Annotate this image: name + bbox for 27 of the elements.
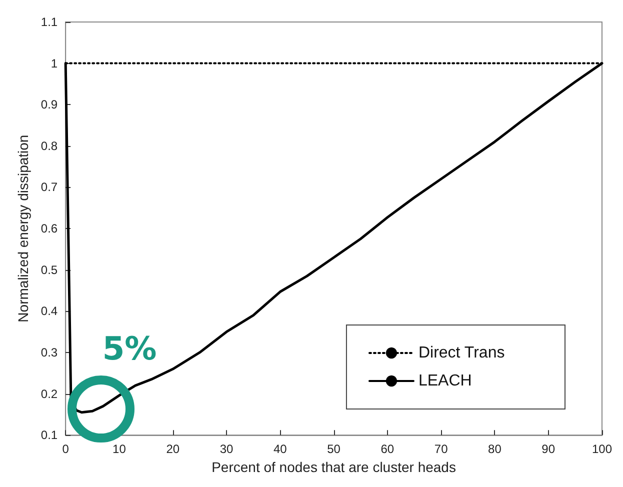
x-axis-title: Percent of nodes that are cluster heads bbox=[212, 459, 456, 475]
annotation: 5% bbox=[102, 329, 157, 368]
x-tick-label: 50 bbox=[327, 442, 341, 456]
legend-label: LEACH bbox=[418, 372, 472, 390]
x-tick-label: 40 bbox=[273, 442, 288, 456]
x-tick-label: 10 bbox=[112, 442, 126, 456]
y-tick-label: 0.5 bbox=[40, 262, 58, 277]
y-tick-label: 0.7 bbox=[40, 180, 58, 194]
y-tick-label: 0.9 bbox=[40, 98, 58, 112]
y-tick-label: 0.8 bbox=[40, 138, 58, 153]
x-tick-label: 100 bbox=[592, 442, 612, 456]
x-tick-label: 60 bbox=[380, 442, 394, 456]
x-tick-label: 90 bbox=[542, 442, 556, 456]
y-tick-label: 0.6 bbox=[40, 222, 58, 236]
y-tick-label: 0.1 bbox=[40, 428, 58, 442]
x-tick-label: 80 bbox=[488, 442, 502, 456]
y-tick-label: 0.3 bbox=[40, 345, 58, 360]
legend-label: Direct Trans bbox=[418, 344, 505, 362]
y-tick-label: 1 bbox=[50, 56, 58, 70]
y-tick-label: 0.2 bbox=[40, 386, 58, 401]
y-axis-title: Normalized energy dissipation bbox=[15, 134, 31, 322]
y-tick-label: 0.4 bbox=[40, 304, 58, 318]
x-tick-label: 20 bbox=[166, 442, 180, 456]
x-tick-label: 30 bbox=[220, 442, 234, 456]
x-tick-label: 70 bbox=[434, 442, 448, 456]
y-tick-label: 1.1 bbox=[40, 15, 58, 29]
x-tick-label: 0 bbox=[62, 442, 70, 456]
